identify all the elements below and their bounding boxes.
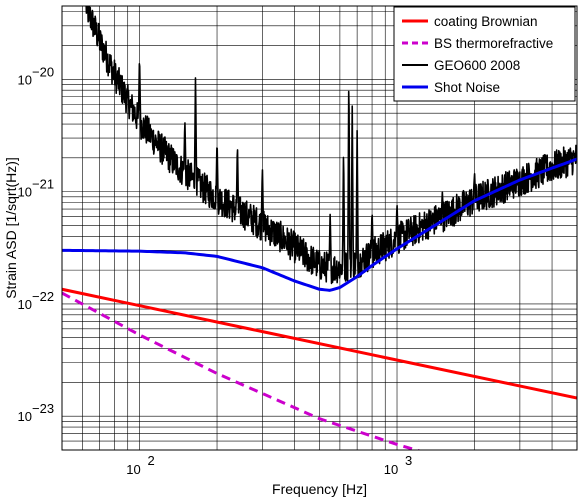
y-tick-label: 10 [18, 409, 32, 424]
legend-box [393, 6, 576, 102]
x-tick-label: 10 [384, 462, 398, 477]
y-tick-exponent: −23 [32, 401, 54, 416]
x-tick-exponent: 2 [148, 453, 155, 468]
x-tick-exponent: 3 [405, 453, 412, 468]
y-tick-exponent: −21 [32, 177, 54, 192]
series-shot-noise [62, 157, 577, 292]
legend-entry-label: Shot Noise [434, 80, 500, 95]
series-bs-thermorefractive [62, 291, 422, 450]
series-coating-brownian [62, 287, 577, 400]
x-ticks: 10 2 10 3 [126, 453, 412, 477]
plot-area [62, 6, 577, 450]
y-tick-label: 10 [18, 185, 32, 200]
y-tick-label: 10 [18, 72, 32, 87]
y-tick-exponent: −22 [32, 289, 54, 304]
legend: coating Brownian BS thermorefractive GEO60… [393, 6, 576, 102]
series-geo600-2008 [85, 6, 577, 285]
legend-entry-label: GEO600 2008 [434, 58, 520, 73]
legend-entry-label: BS thermorefractive [434, 36, 553, 51]
y-tick-exponent: −20 [32, 64, 54, 79]
y-tick-label: 10 [18, 297, 32, 312]
x-axis-label: Frequency [Hz] [272, 481, 367, 497]
x-tick-label: 10 [126, 462, 140, 477]
y-axis-label: Strain ASD [1/sqrt(Hz)] [3, 157, 19, 299]
legend-entry-label: coating Brownian [434, 14, 538, 29]
plot-frame [61, 5, 578, 451]
